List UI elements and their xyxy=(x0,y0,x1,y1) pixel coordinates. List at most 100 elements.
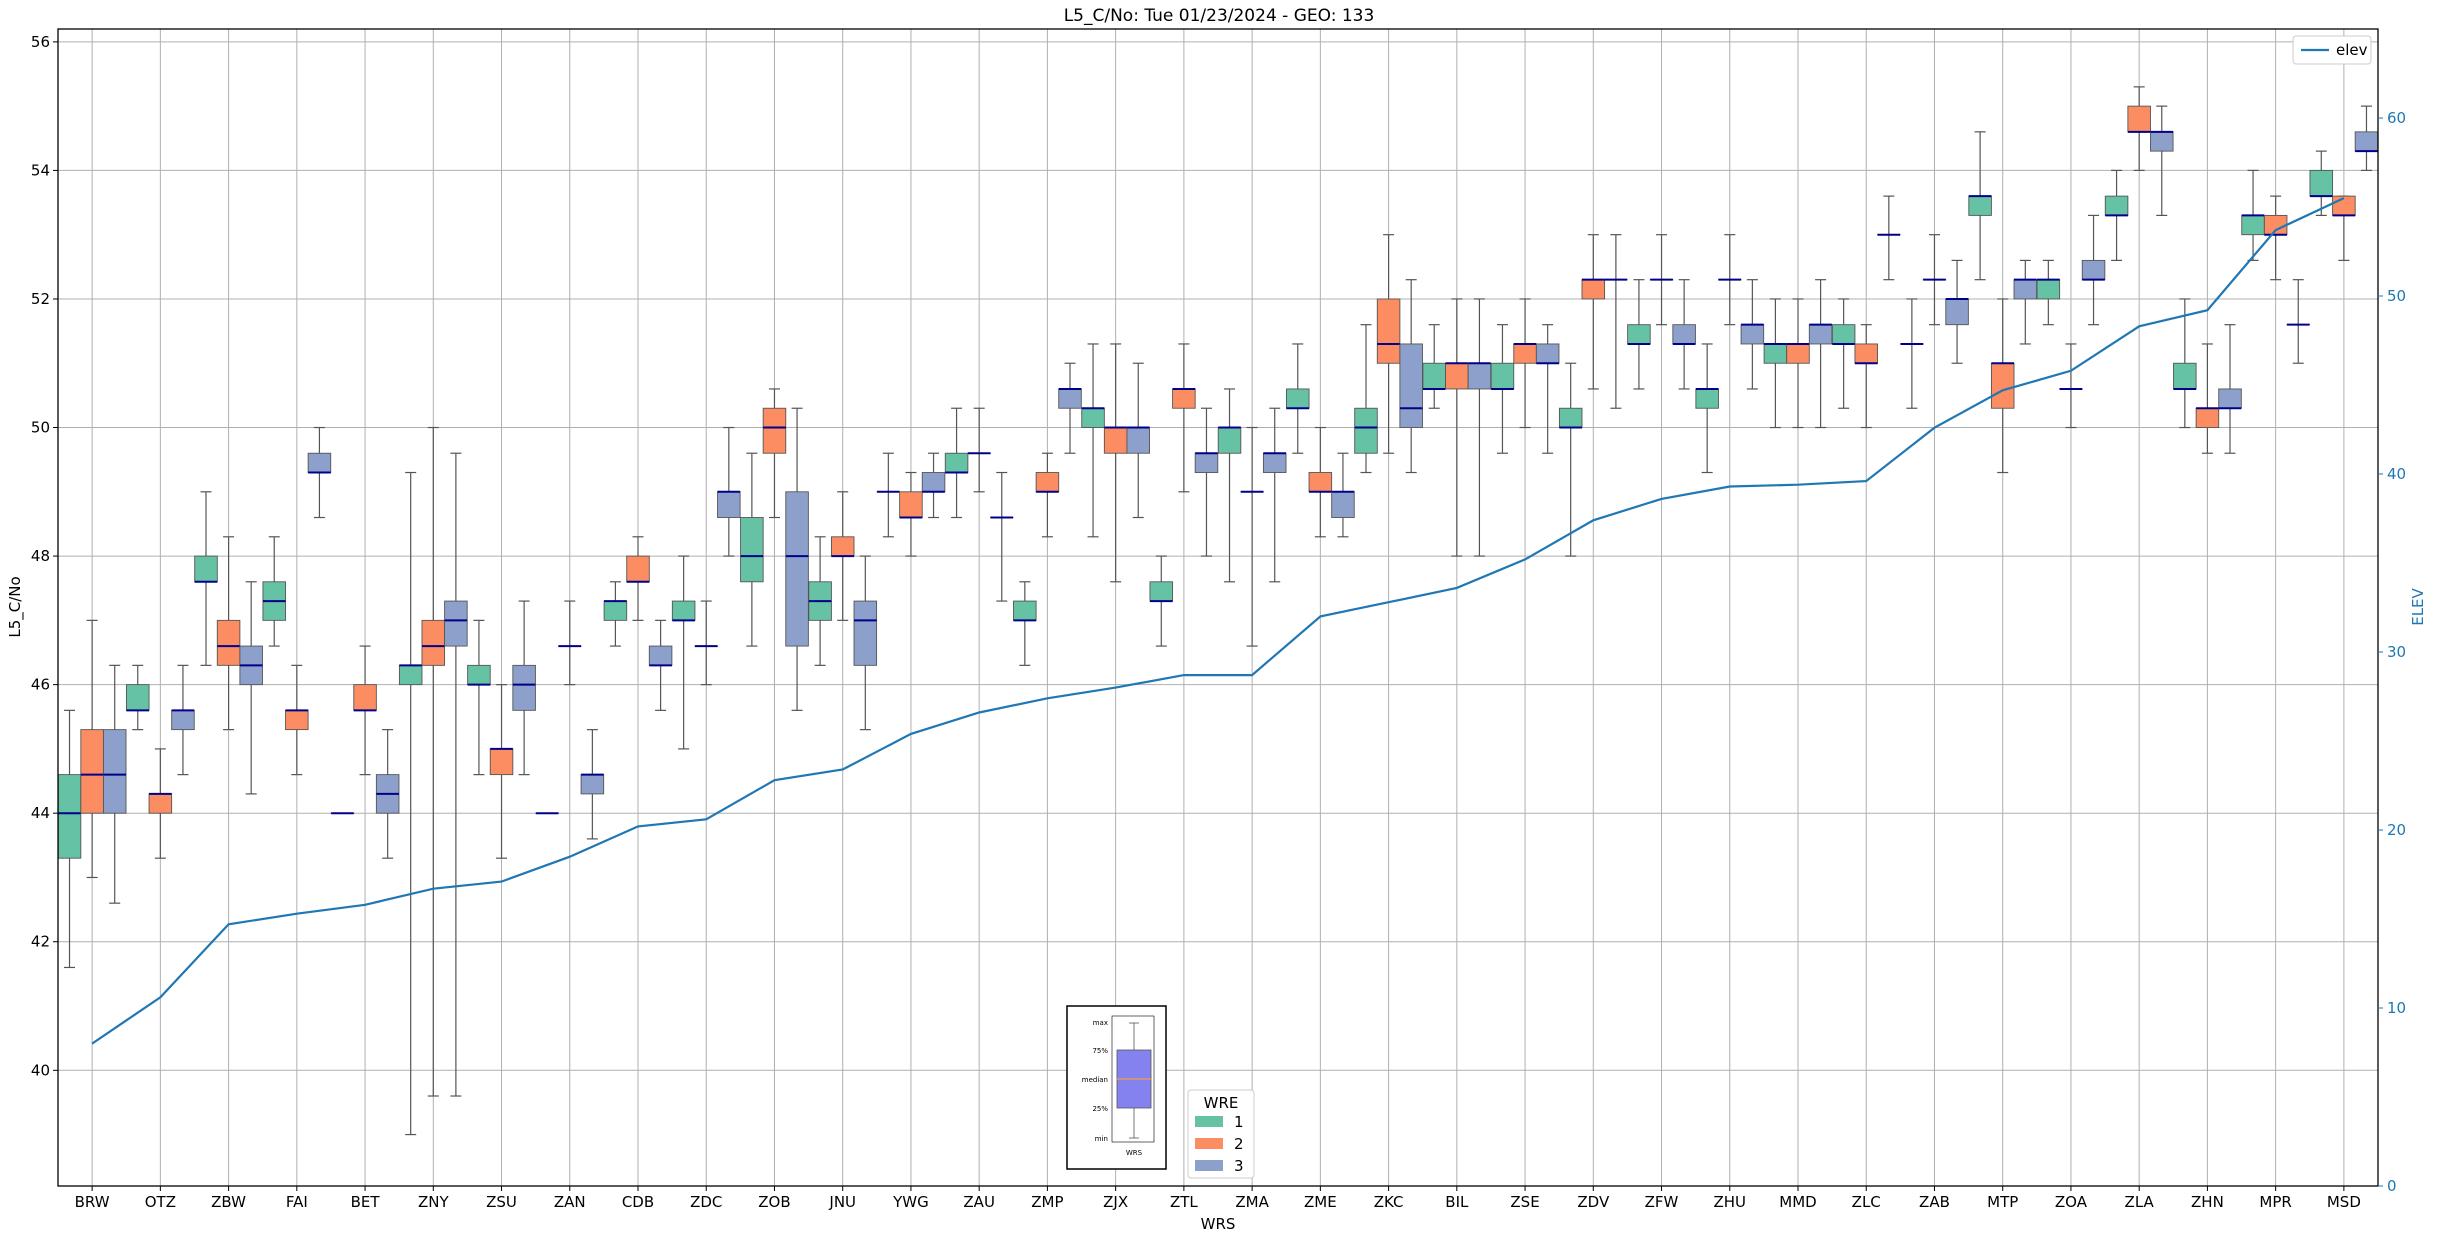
box-group-JNU xyxy=(808,491,878,731)
box-wre-1 xyxy=(2036,279,2061,300)
box-group-ZDC xyxy=(671,426,741,750)
wre-legend: WRE 1 2 3 xyxy=(1187,1089,1255,1179)
box-wre-3 xyxy=(444,600,468,647)
box-wre-1 xyxy=(467,664,491,686)
box-wre-3 xyxy=(1194,452,1219,473)
box-wre-1 xyxy=(1217,427,1242,454)
x-tick-label: OTZ xyxy=(145,1193,176,1211)
box-group-ZNY xyxy=(398,426,468,1136)
box-group-CDB xyxy=(603,536,673,711)
x-tick-label: ZKC xyxy=(1374,1193,1404,1211)
inset-label-min: min xyxy=(1095,1135,1108,1143)
wre-legend-label-2: 2 xyxy=(1234,1135,1244,1153)
box-wre-2 xyxy=(1308,472,1333,493)
box-wre-1 xyxy=(2173,362,2197,390)
box-wre-3 xyxy=(512,664,536,711)
box-group-ZLC xyxy=(1831,195,1901,429)
box-wre-3 xyxy=(1399,343,1423,428)
y-axis-label: L5_C/No xyxy=(6,576,25,637)
box-wre-2 xyxy=(1581,279,1606,300)
chart-title: L5_C/No: Tue 01/23/2024 - GEO: 133 xyxy=(1064,6,1375,26)
x-tick-label: ZME xyxy=(1304,1193,1337,1211)
inset-xlabel: WRS xyxy=(1126,1149,1143,1157)
box-wre-3 xyxy=(1808,324,1833,345)
boxplot-key-inset: max 75% median 25% min WRS xyxy=(1066,1005,1167,1170)
box-wre-1 xyxy=(126,684,150,711)
box-wre-2 xyxy=(1376,298,1401,364)
box-wre-3 xyxy=(1945,298,1969,326)
box-group-ZLA xyxy=(2104,86,2174,261)
elev-line xyxy=(91,197,2345,1045)
box-wre-1 xyxy=(740,517,764,583)
box-wre-3 xyxy=(2150,131,2174,152)
box-group-ZOA xyxy=(2036,214,2106,429)
box-wre-1 xyxy=(603,600,628,621)
box-group-ZAU xyxy=(944,407,1014,602)
x-tick-label: ZAN xyxy=(554,1193,586,1211)
box-wre-1 xyxy=(1558,407,1583,428)
box-wre-1 xyxy=(1831,324,1856,345)
x-tick-label: BET xyxy=(351,1193,381,1211)
wre-legend-label-3: 3 xyxy=(1234,1157,1244,1175)
box-wre-1 xyxy=(1627,324,1651,345)
y2-tick-label: 30 xyxy=(2387,643,2406,661)
wre-legend-label-1: 1 xyxy=(1234,1113,1244,1131)
box-wre-3 xyxy=(2218,388,2242,409)
box-group-ZMP xyxy=(1013,362,1082,666)
box-wre-3 xyxy=(2354,131,2379,152)
box-wre-1 xyxy=(1422,362,1446,390)
box-wre-2 xyxy=(1103,427,1128,454)
box-group-ZTL xyxy=(1149,343,1219,647)
box-group-BRW xyxy=(57,619,127,969)
box-wre-2 xyxy=(80,729,104,814)
box-wre-2 xyxy=(830,536,855,557)
x-tick-label: ZMA xyxy=(1235,1193,1269,1211)
box-wre-3 xyxy=(1740,324,1765,345)
x-tick-label: ZDC xyxy=(690,1193,722,1211)
y2-tick-label: 10 xyxy=(2387,999,2406,1017)
y2-axis-label: ELEV xyxy=(2409,587,2427,625)
x-tick-label: ZHN xyxy=(2191,1193,2224,1211)
wre-legend-title: WRE xyxy=(1204,1094,1239,1112)
x-tick-label: ZAU xyxy=(963,1193,995,1211)
box-wre-3 xyxy=(307,452,332,473)
box-group-ZOB xyxy=(740,388,809,711)
box-group-ZKC xyxy=(1354,234,1423,474)
box-wre-1 xyxy=(1763,343,1788,364)
y-tick-label: 46 xyxy=(31,676,50,694)
plot-frame xyxy=(57,28,2379,1187)
wre-legend-swatch-1 xyxy=(1195,1116,1223,1127)
y2-tick-label: 50 xyxy=(2387,287,2406,305)
y-tick-label: 44 xyxy=(31,804,50,822)
box-group-YWG xyxy=(876,452,946,557)
box-plots xyxy=(57,86,2379,1136)
x-tick-label: MTP xyxy=(1987,1193,2018,1211)
box-group-ZDV xyxy=(1558,234,1628,557)
box-wre-1 xyxy=(1695,388,1719,409)
box-wre-2 xyxy=(216,619,241,666)
box-group-ZAB xyxy=(1900,234,1969,409)
x-tick-label: ZTL xyxy=(1170,1193,1198,1211)
y2-axis-ticks: 0 10 20 30 40 50 60 xyxy=(2378,109,2406,1195)
x-tick-label: ZMP xyxy=(1031,1193,1063,1211)
box-wre-1 xyxy=(1286,388,1310,409)
box-wre-2 xyxy=(1786,343,1810,364)
x-tick-label: ZBW xyxy=(211,1193,246,1211)
x-tick-label: ZJX xyxy=(1103,1193,1128,1211)
box-wre-3 xyxy=(1467,362,1492,390)
box-group-BET xyxy=(330,645,400,859)
x-tick-label: ZSE xyxy=(1510,1193,1539,1211)
wre-legend-swatch-3 xyxy=(1195,1160,1223,1171)
y-tick-label: 42 xyxy=(31,933,50,951)
elev-legend: elev xyxy=(2292,35,2372,65)
x-tick-label: ZNY xyxy=(418,1193,449,1211)
x-tick-label: ZDV xyxy=(1577,1193,1610,1211)
box-group-MPR xyxy=(2241,169,2310,364)
y-tick-label: 40 xyxy=(31,1061,50,1079)
grid xyxy=(58,29,2378,1186)
box-wre-3 xyxy=(1126,427,1150,454)
box-wre-3 xyxy=(648,645,673,666)
x-axis-label: WRS xyxy=(1201,1215,1236,1233)
